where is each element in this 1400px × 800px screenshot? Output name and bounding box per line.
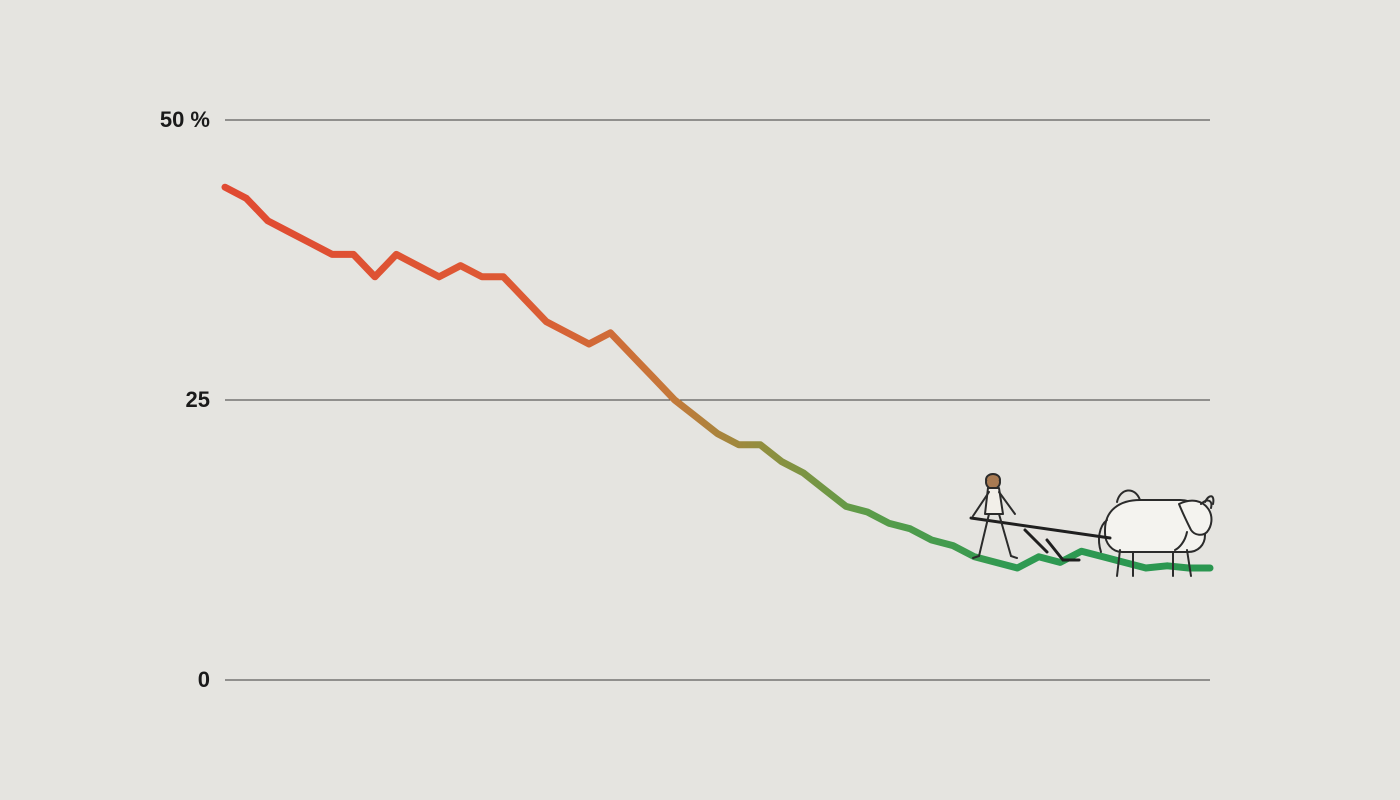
y-tick-label: 0 xyxy=(198,667,210,693)
y-tick-label: 50 % xyxy=(160,107,210,133)
y-tick-label: 25 xyxy=(186,387,210,413)
farmer-ox-illustration xyxy=(955,460,1215,580)
chart-container: 50 % 25 0 xyxy=(0,0,1400,800)
chart-svg xyxy=(0,0,1400,800)
series-line xyxy=(225,187,1210,568)
